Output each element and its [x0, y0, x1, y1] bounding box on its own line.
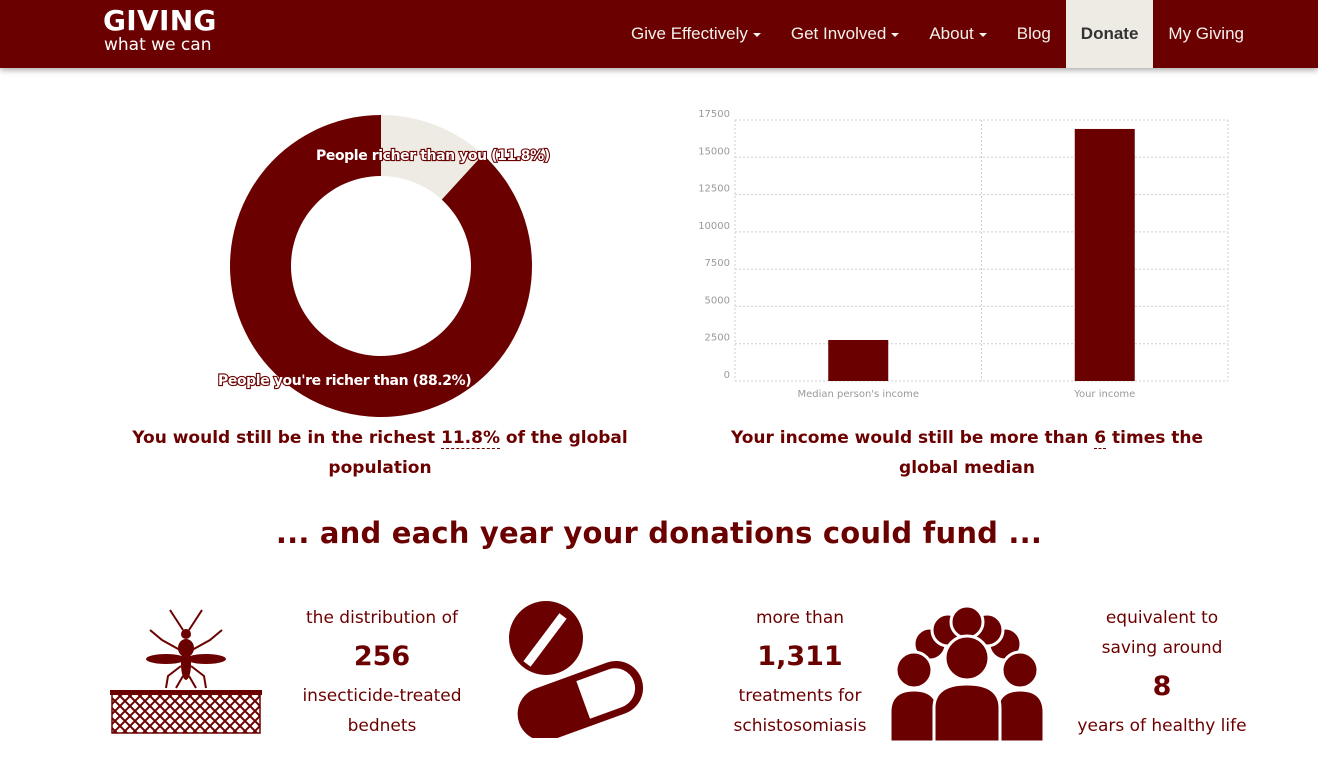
caret-down-icon	[978, 33, 987, 37]
nav-blog[interactable]: Blog	[1002, 0, 1066, 68]
schisto-post-1: treatments for	[738, 686, 862, 706]
logo-subtitle: what we can	[104, 35, 212, 55]
nav-my-giving[interactable]: My Giving	[1153, 0, 1259, 68]
caption-left-post: of the global population	[328, 428, 628, 478]
nav-give-effectively[interactable]: Give Effectively	[616, 0, 776, 68]
donut-label-richer: People richer than you (11.8%)	[316, 148, 550, 164]
logo-title: GIVING	[103, 4, 217, 37]
people-icon	[890, 604, 1045, 742]
healthy-life-impact: equivalent to saving around 8 years of h…	[1060, 603, 1264, 741]
y-tick-label: 10000	[698, 221, 730, 232]
y-tick-label: 0	[724, 370, 730, 381]
nav-about[interactable]: About	[914, 0, 1001, 68]
donut-label-poorer: People you're richer than (88.2%)	[218, 373, 471, 389]
richest-percent-caption: You would still be in the richest 11.8% …	[80, 423, 680, 483]
nav-get-involved-label: Get Involved	[790, 24, 887, 43]
healthy-pre-1: equivalent to	[1105, 608, 1219, 628]
donut-slice-richer[interactable]	[381, 115, 483, 200]
bar-your-income[interactable]	[1074, 128, 1135, 381]
income-rank-donut-chart: People richer than you (11.8%) People yo…	[217, 115, 551, 417]
mosquito-bednet-icon	[110, 609, 262, 734]
median-multiple-value[interactable]: 6	[1094, 428, 1107, 449]
nav-give-effectively-label: Give Effectively	[631, 24, 748, 43]
caption-left-pre: You would still be in the richest	[132, 428, 441, 448]
caret-down-icon	[752, 33, 761, 37]
schisto-post-2: schistosomiasis	[733, 716, 867, 736]
y-tick-label: 2500	[705, 333, 730, 344]
bednets-pre: the distribution of	[306, 608, 458, 628]
richest-percent-value[interactable]: 11.8%	[441, 428, 500, 449]
caption-right-pre: Your income would still be more than	[730, 428, 1095, 448]
schisto-pre: more than	[755, 608, 845, 628]
bar-median-income[interactable]	[828, 339, 889, 381]
nav-donate[interactable]: Donate	[1065, 0, 1154, 68]
x-category-label: Your income	[1073, 389, 1135, 400]
bednets-post-1: insecticide-treated	[302, 686, 462, 706]
x-category-label: Median person's income	[797, 389, 919, 400]
schistosomiasis-impact: more than 1,311 treatments for schistoso…	[680, 603, 920, 741]
schisto-number: 1,311	[757, 641, 843, 672]
pill-icon	[509, 601, 644, 738]
nav-blog-label: Blog	[1016, 24, 1051, 43]
caret-down-icon	[891, 33, 900, 37]
top-navbar: GIVING what we can Give Effectively Get …	[0, 0, 1318, 68]
nav-get-involved[interactable]: Get Involved	[776, 0, 914, 68]
income-comparison-bar-chart: 0 2500 5000 7500 10000 12500 15000 17500 Median…	[698, 109, 1229, 400]
giving-what-we-can-logo[interactable]: GIVING what we can	[103, 4, 217, 55]
y-tick-label: 17500	[698, 109, 730, 120]
healthy-pre-2: saving around	[1101, 638, 1223, 658]
y-tick-label: 5000	[705, 295, 730, 306]
nav-donate-label: Donate	[1080, 24, 1139, 43]
y-tick-label: 15000	[698, 146, 730, 157]
nav-my-giving-label: My Giving	[1168, 24, 1244, 43]
bednets-post-2: bednets	[347, 716, 417, 736]
main-nav: Give Effectively Get Involved About Blog…	[616, 0, 1259, 68]
bednets-number: 256	[353, 641, 411, 672]
nav-about-label: About	[929, 24, 974, 43]
caption-right-post: times the global median	[899, 428, 1204, 478]
healthy-post-1: years of healthy life	[1077, 716, 1247, 736]
donut-slice-poorer[interactable]	[230, 115, 532, 417]
y-tick-label: 7500	[705, 258, 730, 269]
healthy-number: 8	[1152, 671, 1172, 702]
median-multiple-caption: Your income would still be more than 6 t…	[700, 423, 1234, 483]
y-tick-label: 12500	[698, 184, 730, 195]
bednets-impact: the distribution of 256 insecticide-trea…	[292, 603, 472, 741]
donations-headline: ... and each year your donations could f…	[275, 516, 1043, 550]
